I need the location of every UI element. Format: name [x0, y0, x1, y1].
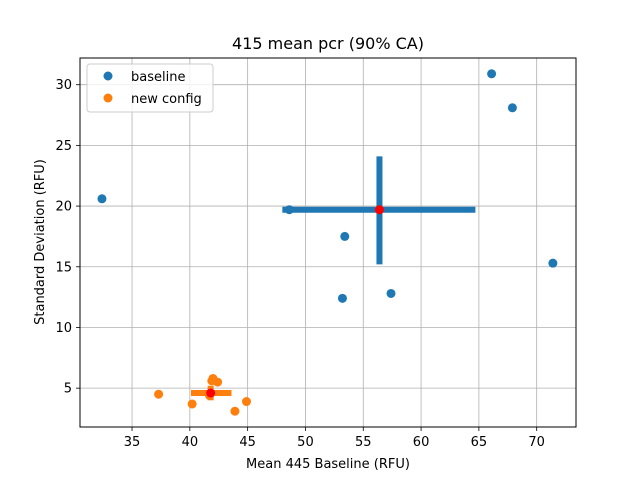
plot-frame [79, 57, 577, 428]
y-tick-label: 5 [64, 382, 72, 397]
legend-marker-baseline [103, 71, 113, 81]
data-point-baseline [548, 258, 558, 268]
data-points [97, 69, 558, 416]
data-point-baseline [507, 103, 517, 113]
legend-label-baseline: baseline [131, 70, 185, 85]
data-point-baseline [337, 293, 347, 303]
legend-box [86, 63, 214, 113]
mean-marker-new-config [206, 388, 216, 398]
axis-ticks: 35 40 45 50 55 60 65 70 5 10 15 20 25 30 [55, 78, 545, 450]
y-tick-label: 10 [55, 321, 72, 336]
data-point-baseline [386, 288, 396, 298]
y-tick-label: 15 [55, 260, 72, 275]
x-tick-label: 50 [297, 435, 314, 450]
data-point-baseline [487, 69, 497, 79]
x-tick-label: 35 [124, 435, 141, 450]
data-point-baseline [340, 231, 350, 241]
legend-label-new-config: new config [131, 92, 202, 107]
mean-marker-baseline [374, 205, 384, 215]
legend: baseline new config [86, 63, 214, 113]
grid-lines [80, 58, 576, 427]
x-axis-label: Mean 445 Baseline (RFU) [246, 457, 410, 472]
x-tick-label: 70 [528, 435, 545, 450]
data-point-new-config [213, 377, 223, 387]
data-point-baseline [97, 194, 107, 204]
data-point-new-config [230, 406, 240, 416]
data-point-new-config [187, 399, 197, 409]
x-tick-label: 55 [355, 435, 372, 450]
y-tick-label: 20 [55, 200, 72, 215]
x-tick-label: 40 [182, 435, 199, 450]
x-tick-label: 45 [239, 435, 256, 450]
x-tick-label: 60 [413, 435, 430, 450]
y-tick-label: 25 [55, 139, 72, 154]
y-axis-label: Standard Deviation (RFU) [33, 159, 48, 325]
data-point-new-config [154, 389, 164, 399]
data-point-new-config [241, 397, 251, 407]
data-point-baseline [284, 205, 294, 215]
mean-markers [206, 205, 384, 398]
chart-title: 415 mean pcr (90% CA) [232, 34, 424, 53]
x-tick-label: 65 [471, 435, 488, 450]
y-tick-label: 30 [55, 78, 72, 93]
legend-marker-new-config [103, 93, 113, 103]
